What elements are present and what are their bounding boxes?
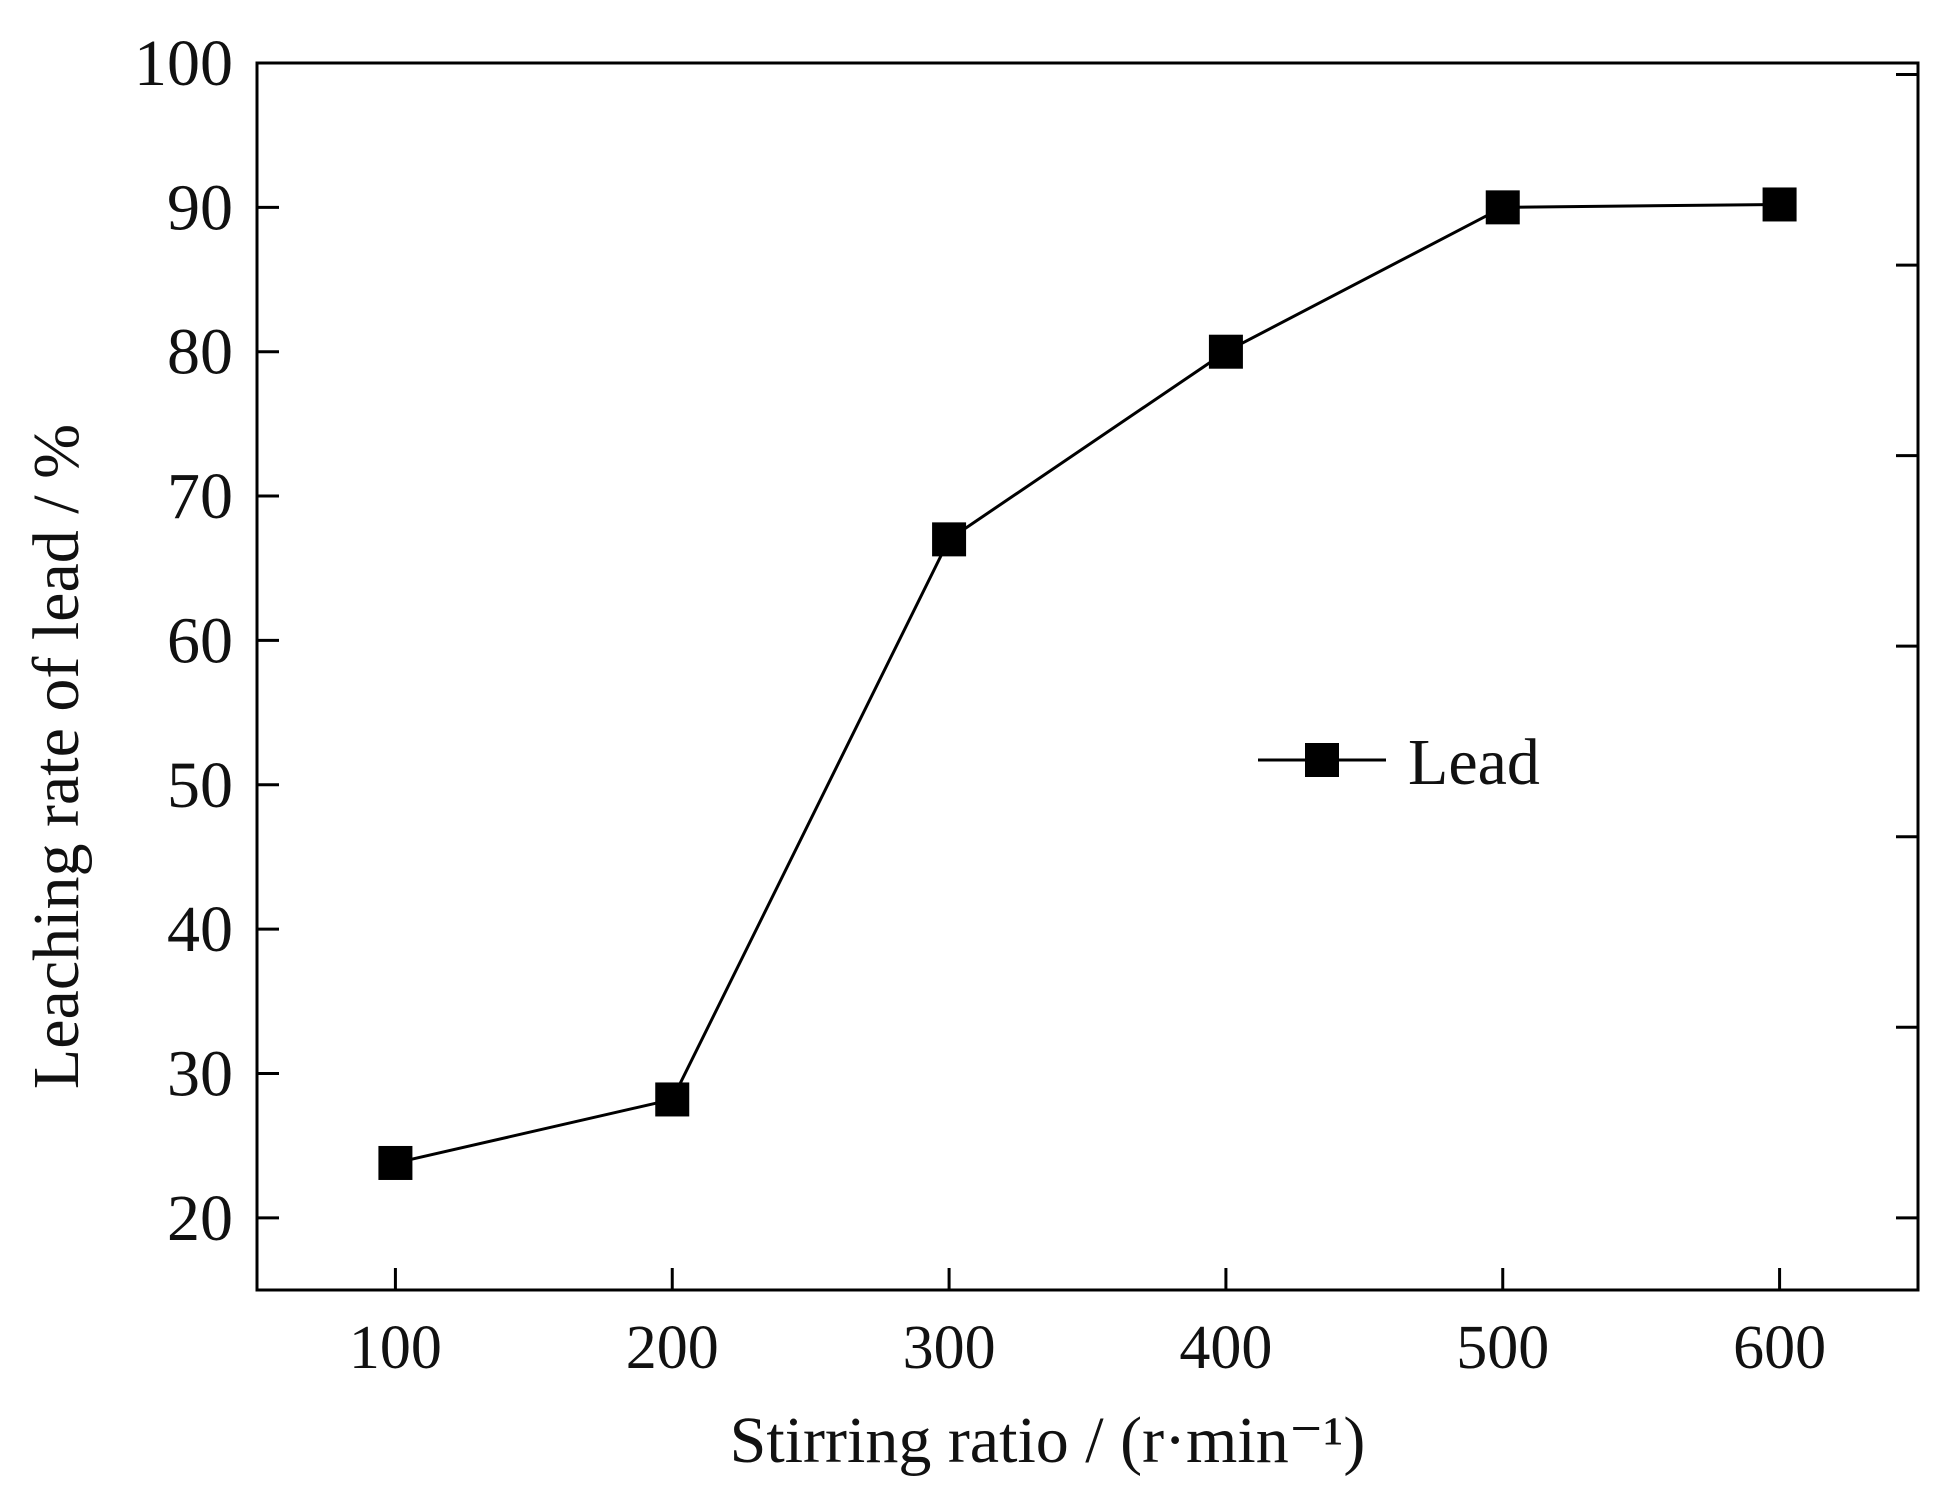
x-tick-label-400: 400: [1179, 1314, 1272, 1382]
x-tick-label-300: 300: [903, 1314, 996, 1382]
y-tick-label-70: 70: [167, 460, 233, 533]
data-point-300: [932, 522, 967, 557]
x-axis-label: Stirring ratio / (r·min⁻¹): [730, 1404, 1366, 1477]
y-tick-label-50: 50: [167, 749, 233, 822]
data-point-100: [378, 1145, 413, 1180]
legend-label: Lead: [1408, 726, 1540, 799]
data-point-200: [655, 1082, 690, 1117]
plot-layer: [378, 187, 1797, 1180]
x-tick-label-100: 100: [349, 1314, 442, 1382]
y-tick-label-20: 20: [167, 1182, 233, 1255]
y-tick-label-40: 40: [167, 893, 233, 966]
legend-marker: [1305, 743, 1339, 777]
y-tick-label-30: 30: [167, 1037, 233, 1110]
data-point-400: [1208, 334, 1243, 369]
data-point-500: [1485, 190, 1520, 225]
x-tick-label-600: 600: [1733, 1314, 1826, 1382]
plot-frame: [255, 61, 1920, 1292]
axis-layer: 100 200 300 400 500 600 20 30 40 50 60 70 80 90 100: [134, 27, 1920, 1382]
series-line-lead: [395, 202, 1780, 1165]
y-tick-label-60: 60: [167, 604, 233, 677]
x-tick-label-500: 500: [1456, 1314, 1549, 1382]
y-axis-label: Leaching rate of lead / %: [20, 424, 93, 1089]
y-tick-label-90: 90: [167, 171, 233, 244]
y-tick-label-80: 80: [167, 316, 233, 389]
y-tick-label-100: 100: [134, 27, 233, 100]
data-point-600: [1762, 187, 1797, 222]
x-tick-label-200: 200: [626, 1314, 719, 1382]
legend: Lead: [1258, 726, 1540, 799]
